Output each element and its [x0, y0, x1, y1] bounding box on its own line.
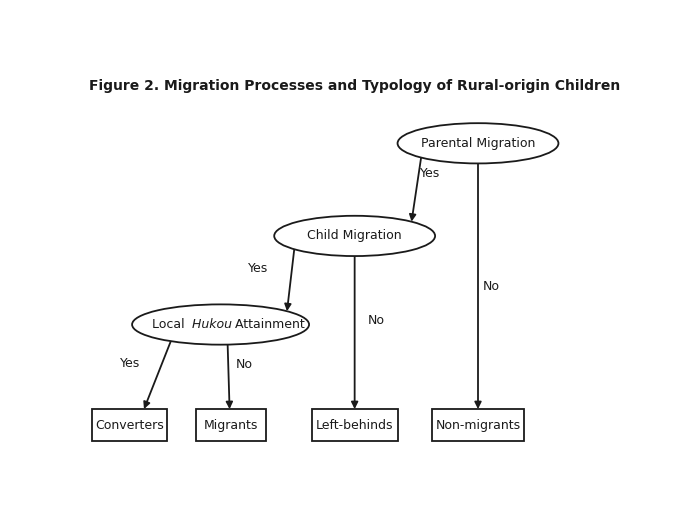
Text: No: No	[483, 280, 500, 293]
Ellipse shape	[397, 123, 558, 163]
Text: Hukou: Hukou	[188, 318, 233, 331]
Text: Figure 2. Migration Processes and Typology of Rural-origin Children: Figure 2. Migration Processes and Typolo…	[89, 79, 620, 93]
Text: Yes: Yes	[120, 357, 140, 370]
FancyBboxPatch shape	[92, 409, 167, 441]
Text: Non-migrants: Non-migrants	[435, 419, 520, 431]
Text: Attainment: Attainment	[230, 318, 304, 331]
Ellipse shape	[274, 216, 435, 256]
FancyBboxPatch shape	[197, 409, 266, 441]
FancyBboxPatch shape	[311, 409, 397, 441]
Text: Child Migration: Child Migration	[307, 230, 402, 243]
Text: Yes: Yes	[419, 167, 440, 180]
Text: No: No	[367, 314, 385, 327]
Ellipse shape	[132, 304, 309, 345]
Text: Left-behinds: Left-behinds	[316, 419, 393, 431]
FancyBboxPatch shape	[432, 409, 524, 441]
Text: Local: Local	[152, 318, 188, 331]
Text: Migrants: Migrants	[204, 419, 259, 431]
Text: No: No	[236, 358, 253, 371]
Text: Parental Migration: Parental Migration	[421, 137, 535, 150]
Text: Yes: Yes	[248, 262, 268, 275]
Text: Converters: Converters	[95, 419, 164, 431]
